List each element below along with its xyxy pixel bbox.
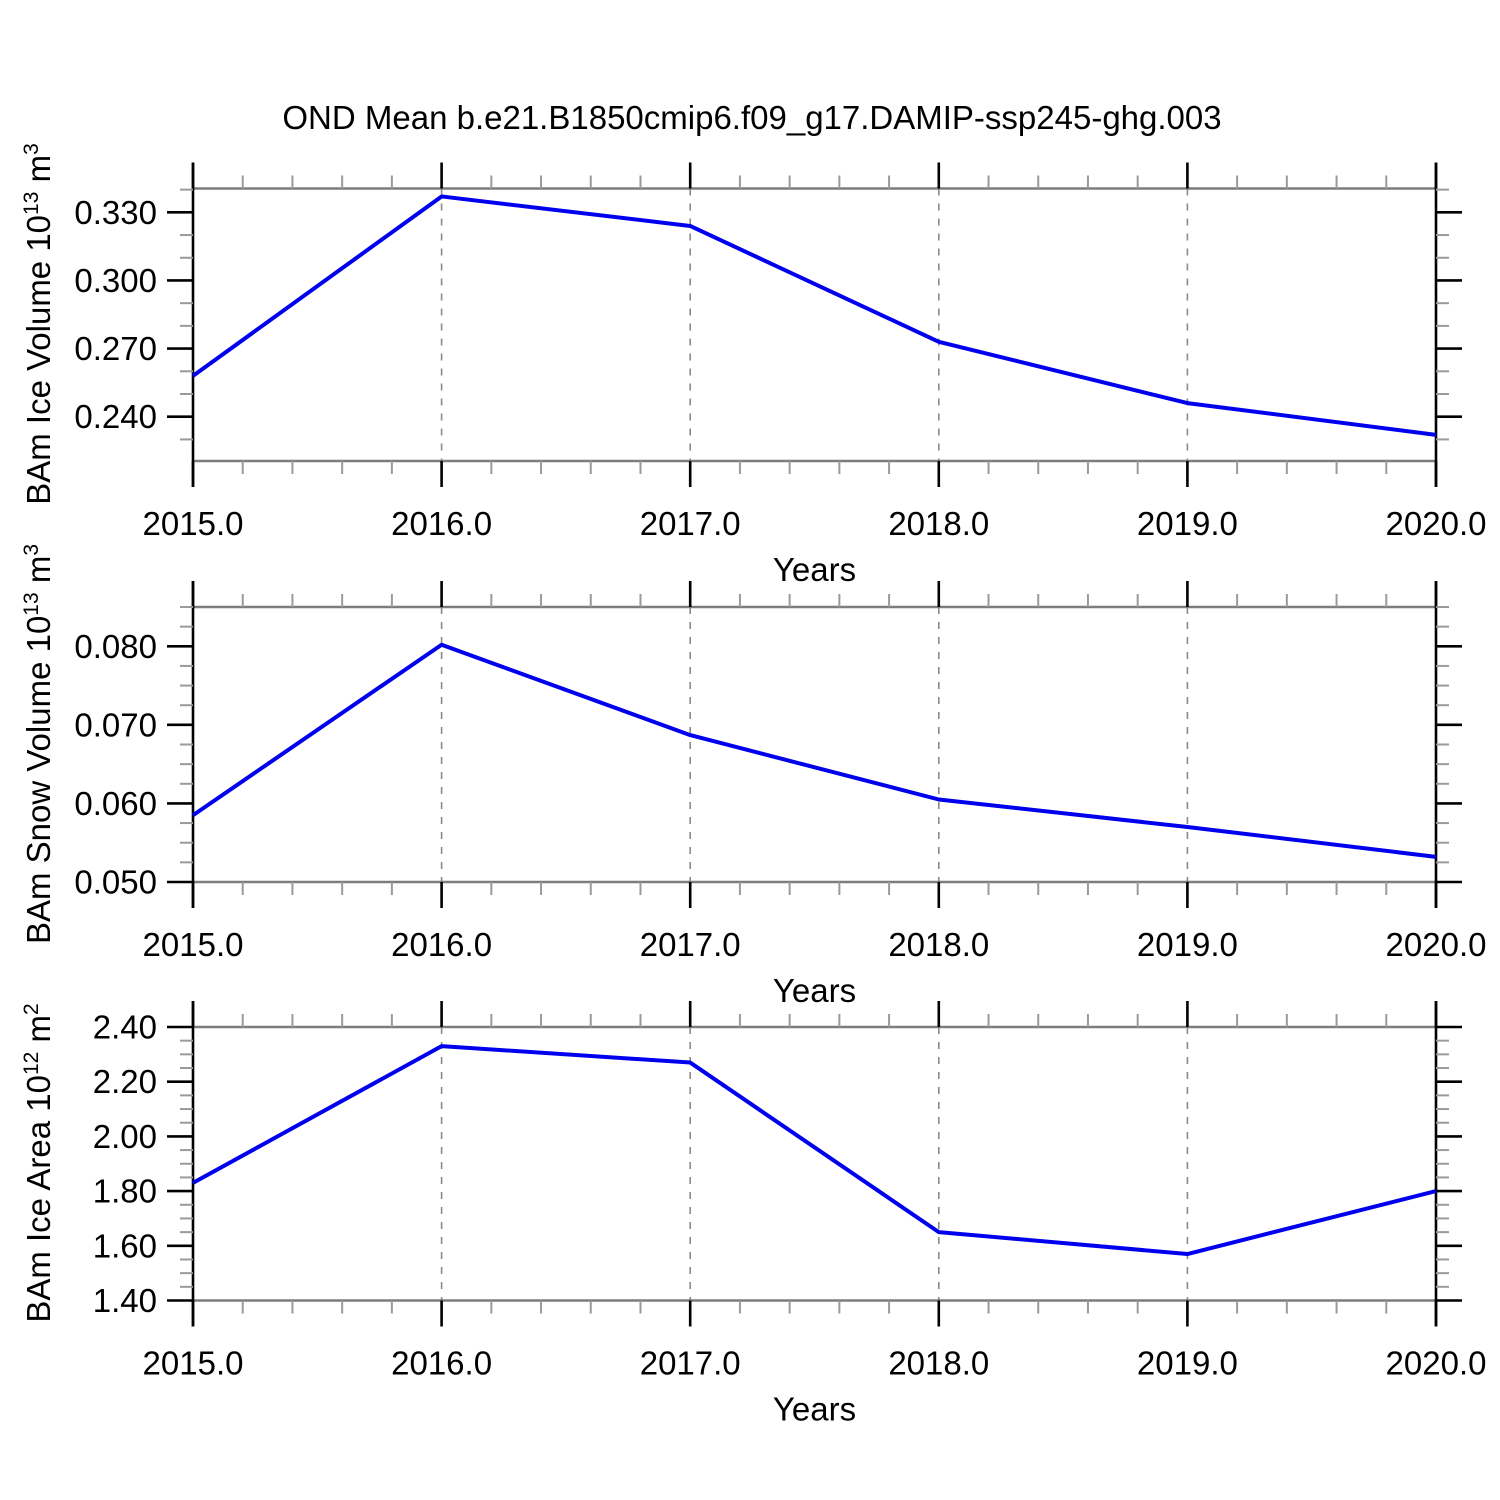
y-tick-label: 0.060 [74, 785, 157, 822]
y-tick-label: 0.070 [74, 706, 157, 743]
chart-title: OND Mean b.e21.B1850cmip6.f09_g17.DAMIP-… [282, 99, 1222, 136]
y-tick-label: 0.270 [74, 330, 157, 367]
x-tick-label: 2015.0 [143, 926, 244, 963]
x-tick-label: 2015.0 [143, 1345, 244, 1382]
y-tick-label: 0.080 [74, 628, 157, 665]
y-tick-label: 0.240 [74, 398, 157, 435]
y-tick-label: 1.80 [93, 1173, 157, 1210]
y-tick-label: 1.40 [93, 1282, 157, 1319]
data-line [191, 642, 1437, 859]
y-tick-label: 2.40 [93, 1009, 157, 1046]
x-tick-label: 2019.0 [1137, 926, 1238, 963]
data-line [191, 194, 1437, 437]
x-tick-label: 2016.0 [391, 505, 492, 542]
y-tick-label: 0.330 [74, 194, 157, 231]
x-tick-label: 2015.0 [143, 505, 244, 542]
x-tick-label: 2018.0 [888, 505, 989, 542]
y-tick-label: 0.050 [74, 864, 157, 901]
x-tick-label: 2016.0 [391, 1345, 492, 1382]
x-axis-title: Years [773, 972, 856, 1009]
y-tick-label: 2.00 [93, 1118, 157, 1155]
x-tick-label: 2019.0 [1137, 1345, 1238, 1382]
x-tick-label: 2019.0 [1137, 505, 1238, 542]
x-tick-label: 2017.0 [640, 1345, 741, 1382]
x-tick-label: 2017.0 [640, 505, 741, 542]
y-tick-label: 2.20 [93, 1063, 157, 1100]
x-tick-label: 2018.0 [888, 1345, 989, 1382]
x-tick-label: 2020.0 [1386, 1345, 1487, 1382]
x-tick-label: 2018.0 [888, 926, 989, 963]
x-axis-title: Years [773, 551, 856, 588]
data-line [192, 1044, 1437, 1257]
y-tick-label: 0.300 [74, 262, 157, 299]
x-tick-label: 2020.0 [1386, 505, 1487, 542]
x-axis-title: Years [773, 1391, 856, 1428]
x-tick-label: 2017.0 [640, 926, 741, 963]
y-tick-label: 1.60 [93, 1227, 157, 1264]
x-tick-label: 2020.0 [1386, 926, 1487, 963]
x-tick-label: 2016.0 [391, 926, 492, 963]
